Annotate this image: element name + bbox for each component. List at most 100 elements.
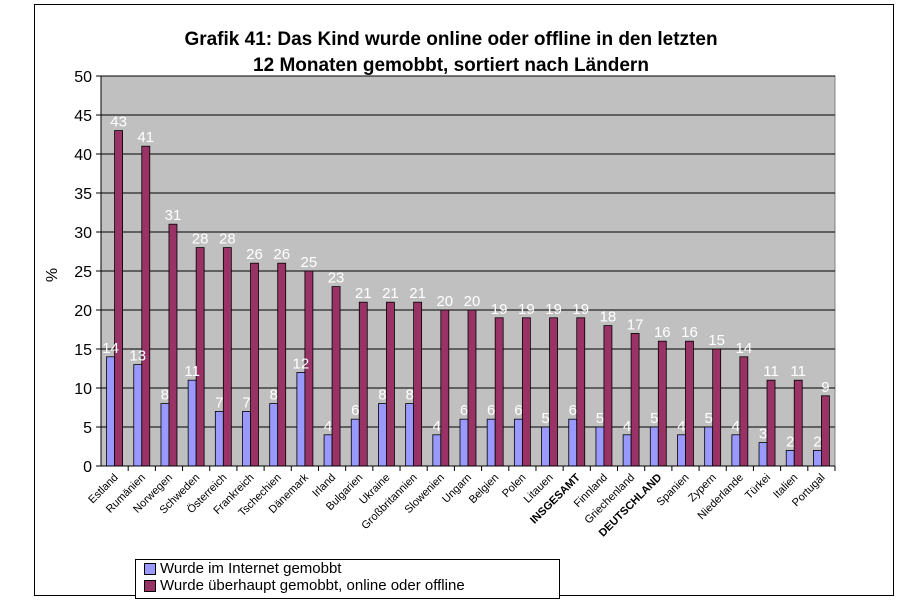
data-label-overall: 11 (763, 363, 779, 380)
bar-overall (141, 145, 151, 467)
y-axis-label: % (44, 268, 61, 282)
data-label-internet: 12 (293, 355, 310, 372)
bar-internet (214, 410, 224, 467)
chart-title-line-1: Grafik 41: Das Kind wurde online oder of… (184, 29, 717, 50)
data-label-internet: 11 (184, 363, 200, 380)
bar-internet (622, 434, 632, 467)
data-label-internet: 5 (541, 410, 549, 427)
data-label-internet: 6 (487, 402, 495, 419)
bar-overall (603, 325, 613, 467)
legend: Wurde im Internet gemobbt Wurde überhaup… (135, 559, 560, 599)
data-label-overall: 21 (382, 285, 399, 302)
data-label-internet: 8 (270, 387, 278, 404)
bar-overall (549, 317, 558, 467)
bar-overall (413, 301, 423, 467)
data-label-internet: 8 (378, 387, 386, 404)
bar-overall (386, 301, 395, 467)
bar-overall (821, 395, 830, 467)
bar-overall (358, 301, 368, 467)
bar-internet (187, 379, 197, 467)
data-label-overall: 28 (192, 231, 209, 248)
bar-internet (160, 403, 170, 467)
legend-swatch-internet (144, 562, 156, 575)
data-label-overall: 26 (246, 246, 263, 263)
bar-overall (195, 247, 205, 467)
data-label-internet: 6 (460, 402, 468, 419)
y-axis: 0 5 10 15 20 25 30 35 40 45 50 (74, 69, 102, 476)
data-label-overall: 26 (273, 246, 290, 263)
y-tick-label: 20 (74, 303, 92, 320)
data-label-overall: 21 (409, 285, 426, 302)
legend-label-internet: Wurde im Internet gemobbt (160, 560, 342, 577)
bar-internet (731, 434, 741, 467)
data-label-overall: 28 (219, 231, 236, 248)
data-label-overall: 9 (821, 379, 829, 396)
data-label-overall: 11 (790, 363, 806, 380)
legend-swatch-overall (144, 579, 156, 592)
bar-internet (459, 418, 469, 467)
y-tick-label: 30 (74, 225, 92, 242)
y-tick-label: 50 (74, 69, 92, 86)
y-tick-label: 0 (83, 459, 92, 476)
bar-internet (432, 434, 442, 467)
data-label-internet: 2 (786, 433, 794, 450)
bar-internet (405, 403, 415, 467)
bar-internet (649, 426, 659, 467)
bar-internet (378, 403, 387, 467)
bar-overall (222, 247, 232, 467)
bar-internet (106, 356, 115, 467)
data-label-internet: 6 (514, 402, 522, 419)
data-label-overall: 16 (654, 324, 671, 341)
bar-internet (758, 442, 768, 467)
bar-internet (133, 364, 143, 467)
bar-overall (114, 130, 123, 467)
y-tick-label: 45 (74, 108, 92, 125)
data-label-overall: 41 (137, 129, 154, 146)
legend-item-overall: Wurde überhaupt gemobbt, online oder off… (144, 577, 559, 594)
bar-overall (494, 317, 504, 467)
bar-overall (440, 309, 450, 467)
data-labels: 1443134183111287287268261225423621821821… (102, 114, 829, 451)
bar-internet (677, 434, 686, 467)
data-label-overall: 20 (436, 293, 453, 310)
data-label-overall: 19 (491, 301, 508, 318)
bar-overall (250, 262, 259, 467)
bar-internet (323, 434, 333, 467)
bar-overall (766, 379, 776, 467)
data-label-overall: 23 (328, 270, 345, 287)
data-label-overall: 14 (736, 340, 753, 357)
data-label-internet: 14 (102, 340, 119, 357)
bar-overall (712, 348, 722, 467)
bar-overall (793, 379, 803, 467)
data-label-overall: 31 (165, 207, 182, 224)
data-label-overall: 19 (518, 301, 535, 318)
bar-internet (541, 426, 550, 467)
data-label-overall: 21 (355, 285, 372, 302)
data-label-overall: 16 (681, 324, 698, 341)
x-axis: EstlandRumänienNorwegenSchwedenÖsterreic… (86, 465, 836, 539)
bar-internet (269, 403, 279, 467)
data-label-internet: 6 (569, 402, 577, 419)
bar-internet (513, 418, 523, 467)
bar-internet (350, 418, 360, 467)
x-tick-label: Belgien (467, 472, 501, 506)
data-label-overall: 19 (572, 301, 589, 318)
data-label-internet: 7 (215, 394, 223, 411)
chart-title: Grafik 41: Das Kind wurde online oder of… (184, 29, 717, 76)
bar-overall (739, 356, 749, 467)
data-label-internet: 8 (161, 387, 169, 404)
data-label-internet: 7 (242, 394, 250, 411)
bar-internet (704, 426, 714, 467)
data-label-internet: 2 (813, 433, 821, 450)
data-label-internet: 4 (433, 418, 441, 435)
bar-overall (277, 262, 287, 467)
bar-internet (813, 449, 822, 467)
data-label-internet: 4 (623, 418, 631, 435)
bar-overall (168, 223, 178, 467)
bar-internet (595, 426, 605, 467)
bars (106, 130, 830, 467)
bar-internet (785, 449, 795, 467)
bar-overall (657, 340, 667, 467)
bar-overall (685, 340, 694, 467)
bar-overall (630, 332, 640, 467)
